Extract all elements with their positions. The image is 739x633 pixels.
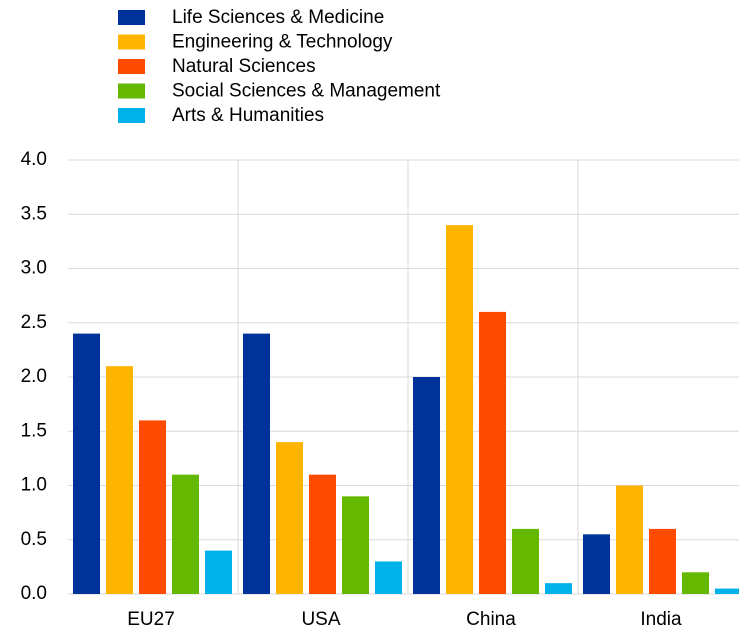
bar [276, 442, 303, 594]
legend-label: Natural Sciences [172, 56, 316, 77]
bar [413, 377, 440, 594]
bar [616, 485, 643, 594]
y-tick-label: 0.0 [21, 583, 47, 604]
y-tick-label: 4.0 [21, 149, 47, 170]
bar [106, 366, 133, 594]
bar [309, 474, 336, 594]
bar [139, 420, 166, 594]
bar [172, 474, 199, 594]
y-tick-label: 1.0 [21, 475, 47, 496]
legend-swatch [118, 34, 145, 50]
legend-swatch [118, 83, 145, 99]
legend-label: Life Sciences & Medicine [172, 7, 384, 28]
bar [583, 534, 610, 594]
bar [73, 333, 100, 594]
bar [205, 550, 232, 594]
bar [715, 588, 739, 594]
bar [479, 311, 506, 594]
bar [545, 583, 572, 594]
legend-label: Social Sciences & Management [172, 81, 441, 102]
y-tick-label: 1.5 [21, 420, 47, 441]
y-tick-label: 2.0 [21, 366, 47, 387]
legend-swatch [118, 59, 145, 74]
legend-label: Engineering & Technology [172, 32, 393, 53]
legend-swatch [118, 108, 145, 123]
bar [649, 528, 676, 594]
y-tick-label: 3.5 [21, 203, 47, 224]
bar [446, 225, 473, 594]
bar [512, 528, 539, 594]
bar [243, 333, 270, 594]
bar [375, 561, 402, 594]
y-tick-label: 2.5 [21, 312, 47, 333]
legend-swatch [118, 10, 145, 25]
legend-label: Arts & Humanities [172, 105, 324, 126]
x-tick-label: EU27 [127, 609, 175, 630]
x-tick-label: China [466, 609, 516, 630]
y-tick-label: 3.0 [21, 258, 47, 279]
bar [682, 572, 709, 594]
y-tick-label: 0.5 [21, 529, 47, 550]
x-tick-label: USA [301, 609, 340, 630]
bar [342, 496, 369, 594]
x-tick-label: India [640, 609, 682, 630]
